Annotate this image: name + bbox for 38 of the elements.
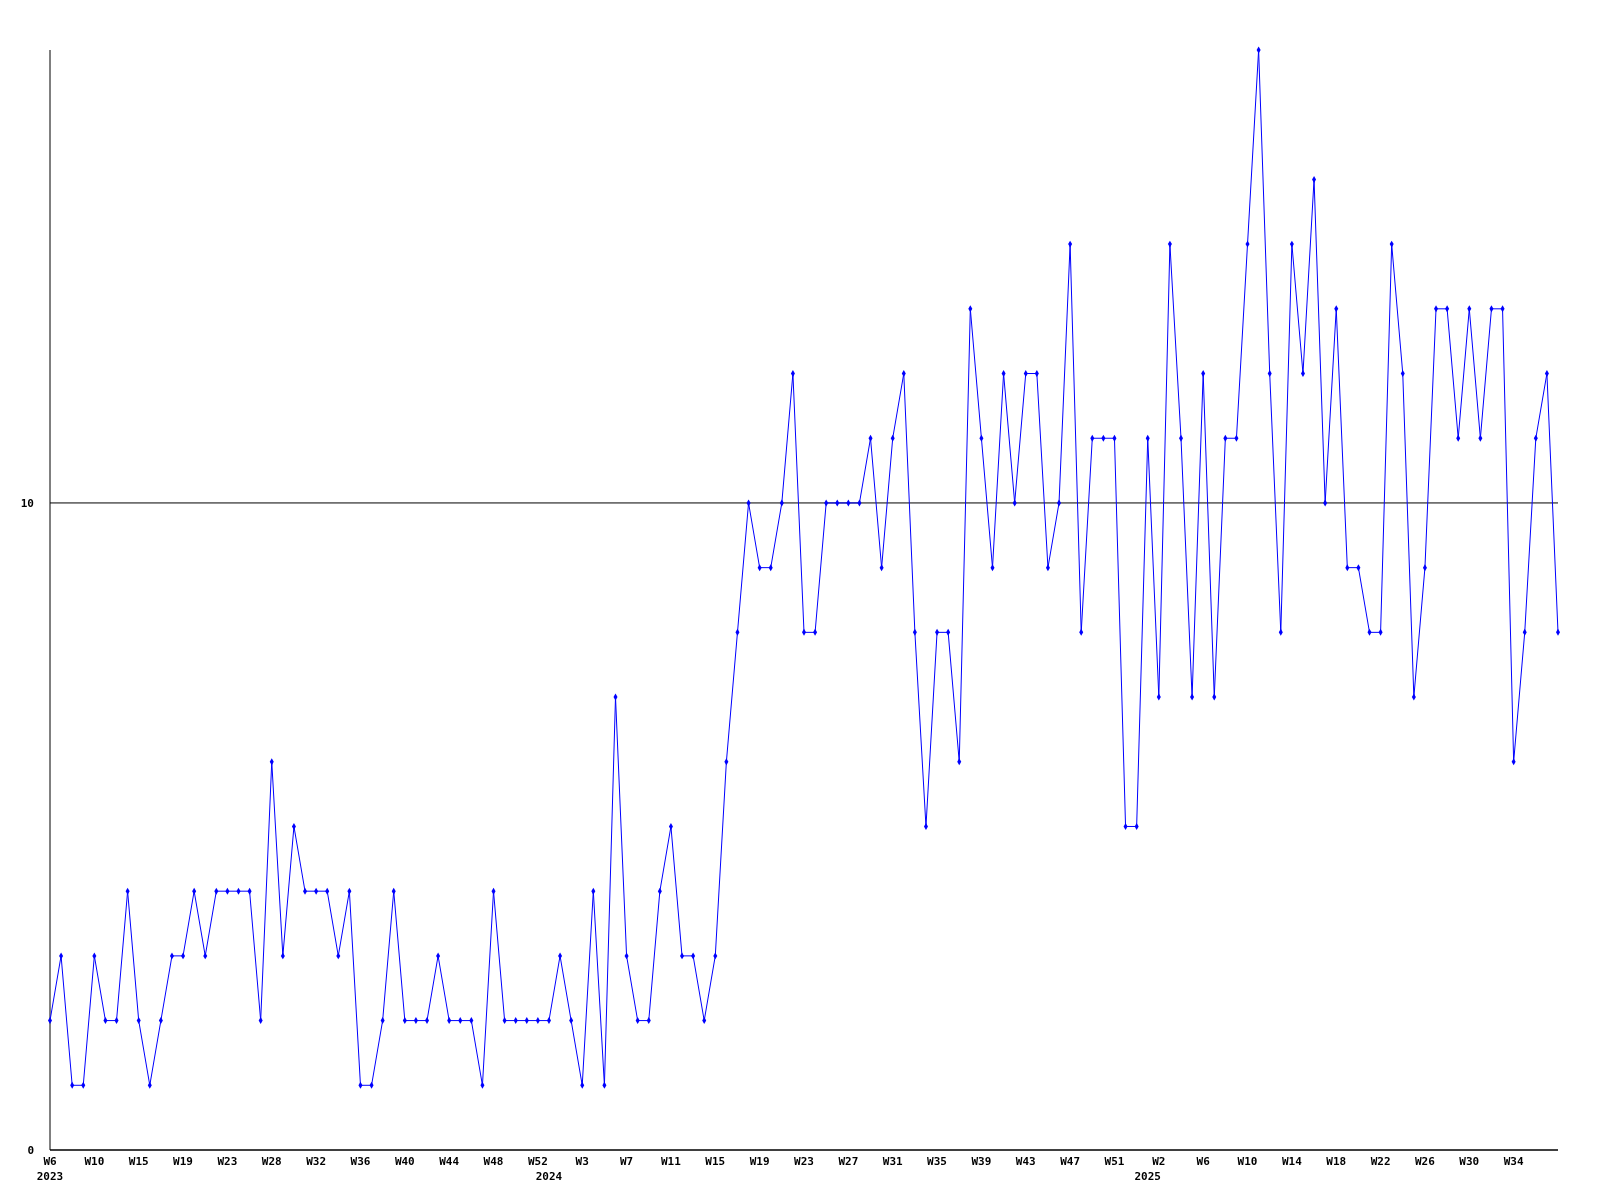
y-tick-label: 10 (20, 496, 34, 510)
x-tick-label: W28 (261, 1155, 282, 1168)
x-tick-label: W22 (1370, 1155, 1391, 1168)
x-tick-label: W23 (794, 1155, 814, 1168)
x-tick-label: W14 (1281, 1155, 1303, 1168)
x-tick-label: W7 (619, 1155, 634, 1168)
x-tick-label: W19 (749, 1155, 770, 1168)
x-tick-label: W6 2023 (36, 1155, 64, 1183)
x-tick-label: W52 (527, 1155, 548, 1168)
x-tick-label: W27 (838, 1155, 859, 1168)
x-tick-label: W44 (439, 1155, 460, 1168)
x-tick-label: W26 (1415, 1155, 1436, 1168)
x-tick-label: W19 (173, 1155, 193, 1168)
y-tick-label: 0 (27, 1143, 34, 1157)
x-tick-label: W36 (350, 1155, 371, 1168)
x-tick-label: W47 (1060, 1155, 1081, 1168)
x-tick-label: W11 (661, 1155, 682, 1168)
x-tick-label: W48 (483, 1155, 504, 1168)
x-tick-label: 2024 (535, 1170, 563, 1183)
x-tick-label: W39 (971, 1155, 992, 1168)
x-tick-label: W18 (1326, 1155, 1347, 1168)
x-tick-label: W40 (394, 1155, 415, 1168)
x-tick-label: W31 (882, 1155, 904, 1168)
x-tick-label: W43 (1015, 1155, 1036, 1168)
x-tick-label: 2025 (1134, 1170, 1161, 1183)
x-tick-label: W10 (1237, 1155, 1258, 1168)
x-tick-label: W35 (927, 1155, 947, 1168)
x-tick-label: W32 (306, 1155, 327, 1168)
x-tick-label: W23 (217, 1155, 238, 1168)
x-tick-label: W34 (1503, 1155, 1524, 1168)
x-tick-label: W3 (575, 1155, 589, 1168)
x-tick-label: W10 (84, 1155, 105, 1168)
x-tick-label: W6 (1196, 1155, 1211, 1168)
x-tick-label: W51 (1104, 1155, 1125, 1168)
x-tick-label: W2 (1152, 1155, 1166, 1168)
x-tick-label: W15 (705, 1155, 726, 1168)
x-tick-label: W15 (128, 1155, 149, 1168)
x-tick-label: W30 (1459, 1155, 1480, 1168)
